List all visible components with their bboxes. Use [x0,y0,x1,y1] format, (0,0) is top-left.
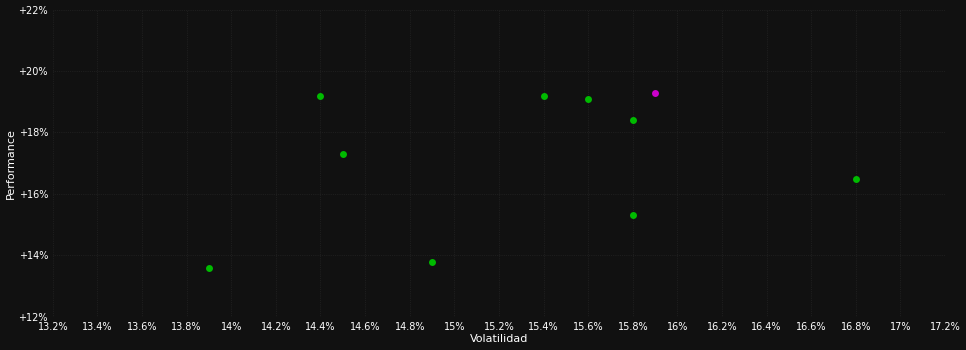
Point [335,151,351,157]
Point [424,259,440,264]
Point [848,176,864,181]
Point [625,117,640,123]
Point [581,96,596,101]
Point [536,93,552,98]
X-axis label: Volatilidad: Volatilidad [469,335,528,344]
Point [625,212,640,218]
Point [201,265,216,271]
Point [313,93,328,98]
Y-axis label: Performance: Performance [6,128,15,198]
Point [647,90,663,95]
